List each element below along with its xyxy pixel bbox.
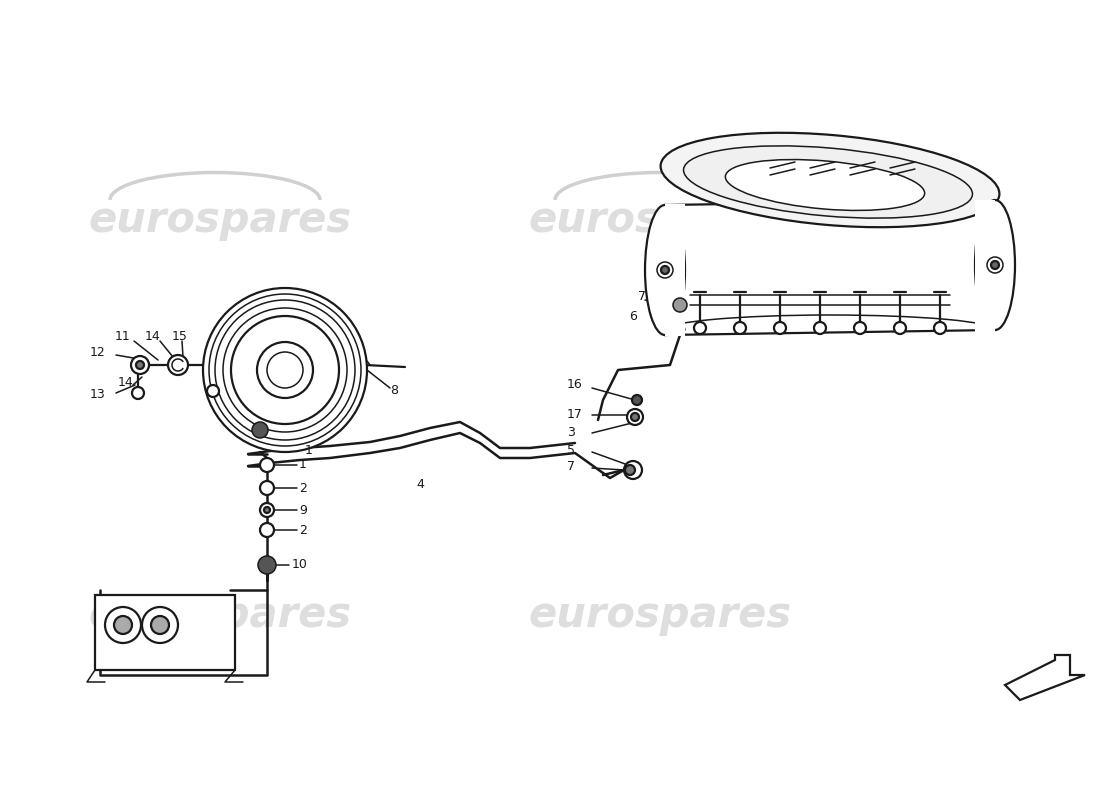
Polygon shape [666, 204, 685, 336]
Text: 9: 9 [299, 503, 307, 517]
Circle shape [774, 322, 786, 334]
Text: 4: 4 [416, 478, 424, 491]
Circle shape [151, 616, 169, 634]
Circle shape [257, 342, 314, 398]
Text: 13: 13 [90, 389, 106, 402]
Circle shape [657, 262, 673, 278]
Circle shape [631, 413, 639, 421]
Text: 7: 7 [566, 459, 575, 473]
Circle shape [694, 322, 706, 334]
Circle shape [632, 395, 642, 405]
Circle shape [223, 308, 346, 432]
Text: 1: 1 [299, 458, 307, 471]
Circle shape [132, 387, 144, 399]
Text: 2: 2 [299, 482, 307, 494]
Text: 11: 11 [116, 330, 131, 343]
Text: 3: 3 [566, 426, 575, 439]
Circle shape [114, 616, 132, 634]
Circle shape [104, 607, 141, 643]
Text: eurospares: eurospares [88, 199, 352, 241]
Circle shape [131, 356, 149, 374]
Ellipse shape [725, 159, 925, 210]
Circle shape [209, 294, 361, 446]
Circle shape [260, 458, 274, 472]
Circle shape [854, 322, 866, 334]
Circle shape [214, 300, 355, 440]
Ellipse shape [661, 133, 1000, 227]
Text: 14: 14 [118, 377, 134, 390]
Text: 8: 8 [390, 383, 398, 397]
Circle shape [814, 322, 826, 334]
Text: 5: 5 [566, 443, 575, 457]
Circle shape [252, 422, 268, 438]
Circle shape [673, 298, 688, 312]
Ellipse shape [683, 146, 972, 218]
Text: eurospares: eurospares [528, 594, 792, 636]
Ellipse shape [645, 205, 685, 335]
Polygon shape [975, 200, 996, 332]
Circle shape [207, 385, 219, 397]
Circle shape [204, 288, 367, 452]
Circle shape [661, 266, 669, 274]
Circle shape [264, 507, 270, 513]
Circle shape [625, 465, 635, 475]
Circle shape [142, 607, 178, 643]
Circle shape [231, 316, 339, 424]
Circle shape [260, 503, 274, 517]
Circle shape [991, 261, 999, 269]
Circle shape [627, 409, 644, 425]
Circle shape [734, 322, 746, 334]
Circle shape [260, 523, 274, 537]
Text: 16: 16 [566, 378, 583, 391]
Circle shape [894, 322, 906, 334]
Text: 14: 14 [145, 330, 161, 343]
Text: eurospares: eurospares [528, 199, 792, 241]
Text: 2: 2 [299, 523, 307, 537]
Circle shape [260, 481, 274, 495]
Text: 12: 12 [90, 346, 106, 359]
Circle shape [168, 355, 188, 375]
Circle shape [987, 257, 1003, 273]
Polygon shape [666, 200, 996, 335]
Text: 1: 1 [305, 443, 312, 457]
Text: 15: 15 [172, 330, 188, 343]
Ellipse shape [975, 200, 1015, 330]
Text: eurospares: eurospares [88, 594, 352, 636]
Circle shape [624, 461, 642, 479]
Circle shape [136, 361, 144, 369]
Circle shape [267, 352, 303, 388]
Polygon shape [1005, 655, 1085, 700]
Text: 6: 6 [629, 310, 637, 323]
Text: 10: 10 [292, 558, 308, 571]
Circle shape [258, 556, 276, 574]
FancyBboxPatch shape [95, 595, 235, 670]
Text: 17: 17 [566, 409, 583, 422]
Text: 7: 7 [638, 290, 646, 303]
Circle shape [934, 322, 946, 334]
